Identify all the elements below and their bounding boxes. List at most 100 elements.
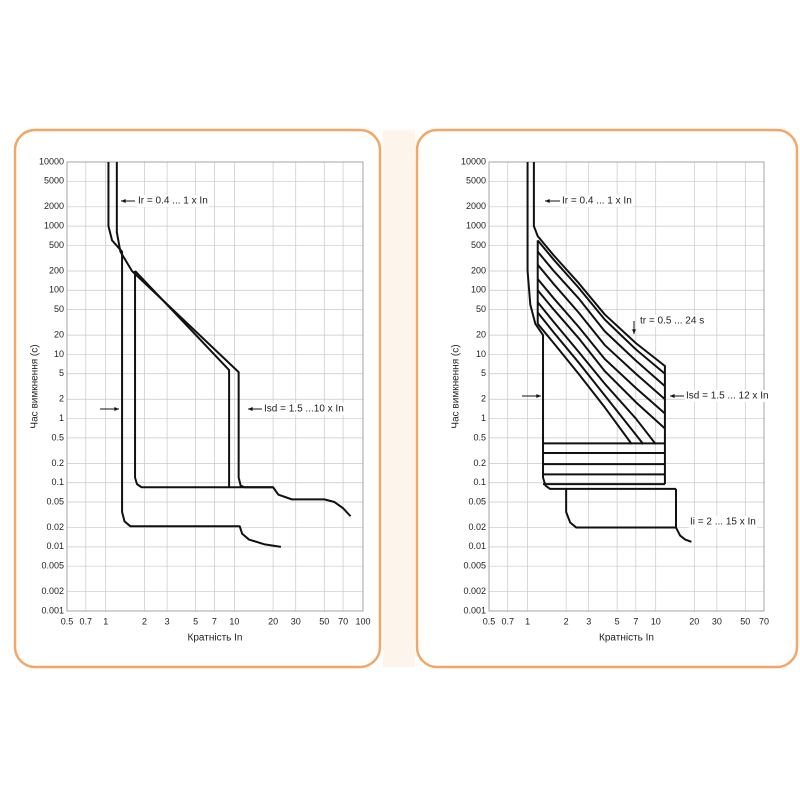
annotation-bg xyxy=(137,195,209,207)
y-axis-label: Час вимкнення (с) xyxy=(30,344,41,428)
x-tick-label: 100 xyxy=(355,616,370,626)
arrow-head xyxy=(248,407,253,411)
curve xyxy=(536,311,645,445)
curve xyxy=(536,264,666,401)
annotation: Ir = 0.4 ... 1 x In xyxy=(562,196,632,207)
y-tick-label: 1 xyxy=(481,413,486,423)
y-tick-label: 20 xyxy=(476,329,486,339)
x-tick-label: 0.5 xyxy=(483,616,496,626)
chart-panel: 0.001 0.002 0.005 0.01 0.02 0.05 0.1 0.2 0.5 1 2 5 1… xyxy=(13,128,382,669)
x-tick-label: 7 xyxy=(633,616,638,626)
arrow-head xyxy=(121,199,126,203)
y-tick-label: 5000 xyxy=(44,176,64,186)
y-tick-label: 0.5 xyxy=(51,432,64,442)
annotation-bg xyxy=(639,315,706,327)
curve xyxy=(536,278,666,415)
y-tick-label: 5000 xyxy=(466,176,486,186)
x-tick-label: 7 xyxy=(212,616,217,626)
curve xyxy=(536,323,633,445)
y-tick-label: 10000 xyxy=(39,156,64,166)
y-tick-label: 1 xyxy=(59,413,64,423)
x-tick-label: 0.7 xyxy=(80,616,93,626)
x-tick-label: 30 xyxy=(291,616,301,626)
y-tick-label: 2 xyxy=(481,394,486,404)
curve xyxy=(532,162,666,485)
y-tick-label: 10 xyxy=(54,349,64,359)
x-tick-label: 1 xyxy=(103,616,108,626)
annotation-bg xyxy=(561,195,633,207)
y-tick-label: 1000 xyxy=(44,221,64,231)
y-tick-label: 0.02 xyxy=(468,522,486,532)
y-tick-label: 1000 xyxy=(466,221,486,231)
x-tick-label: 3 xyxy=(165,616,170,626)
x-tick-label: 50 xyxy=(319,616,329,626)
x-tick-label: 50 xyxy=(740,616,750,626)
panel-frame xyxy=(13,128,382,669)
curve xyxy=(536,301,657,445)
y-tick-label: 0.02 xyxy=(46,522,64,532)
y-tick-label: 200 xyxy=(471,265,486,275)
y-tick-label: 2000 xyxy=(466,201,486,211)
chart-panel: 0.001 0.002 0.005 0.01 0.02 0.05 0.1 0.2 0.5 1 2 5 1… xyxy=(415,128,799,669)
curve xyxy=(565,488,677,529)
y-tick-label: 2000 xyxy=(44,201,64,211)
y-tick-label: 0.01 xyxy=(468,541,486,551)
y-tick-label: 0.1 xyxy=(473,477,486,487)
y-tick-label: 100 xyxy=(471,285,486,295)
y-tick-label: 0.05 xyxy=(46,496,64,506)
y-tick-label: 100 xyxy=(49,285,64,295)
x-axis-label: Кратність In xyxy=(188,633,243,644)
y-tick-label: 5 xyxy=(481,368,486,378)
curve xyxy=(107,162,282,548)
y-tick-label: 5 xyxy=(59,368,64,378)
x-tick-label: 0.7 xyxy=(501,616,514,626)
y-tick-label: 200 xyxy=(49,265,64,275)
x-tick-label: 3 xyxy=(586,616,591,626)
background-band xyxy=(383,130,415,667)
y-tick-label: 50 xyxy=(476,304,486,314)
y-tick-label: 0.5 xyxy=(473,432,486,442)
annotation: Ir = 0.4 ... 1 x In xyxy=(138,196,208,207)
annotation: Isd = 1.5 ... 12 x In xyxy=(686,391,769,402)
arrow-head xyxy=(545,199,550,203)
y-tick-label: 0.001 xyxy=(41,605,64,615)
y-tick-label: 0.001 xyxy=(463,605,486,615)
x-tick-label: 10 xyxy=(229,616,239,626)
plot-frame xyxy=(488,161,765,612)
arrow-head xyxy=(536,394,541,398)
arrow-head xyxy=(632,329,636,334)
annotation: Isd = 1.5 ...10 x In xyxy=(264,404,344,415)
x-tick-label: 70 xyxy=(759,616,769,626)
x-tick-label: 1 xyxy=(525,616,530,626)
x-tick-label: 0.5 xyxy=(61,616,74,626)
arrow-head xyxy=(670,394,675,398)
y-tick-label: 0.002 xyxy=(41,586,64,596)
x-tick-label: 5 xyxy=(193,616,198,626)
y-tick-label: 0.005 xyxy=(463,561,486,571)
y-tick-label: 500 xyxy=(471,240,486,250)
x-tick-label: 2 xyxy=(564,616,569,626)
y-tick-label: 10000 xyxy=(461,156,486,166)
curve xyxy=(536,251,666,387)
x-tick-label: 5 xyxy=(615,616,620,626)
annotation-bg xyxy=(685,390,770,402)
x-tick-label: 20 xyxy=(689,616,699,626)
y-tick-label: 0.1 xyxy=(51,477,64,487)
y-tick-label: 10 xyxy=(476,349,486,359)
y-tick-label: 500 xyxy=(49,240,64,250)
x-tick-label: 30 xyxy=(712,616,722,626)
arrow-head xyxy=(114,407,119,411)
y-tick-label: 0.05 xyxy=(468,496,486,506)
x-tick-label: 2 xyxy=(142,616,147,626)
curve xyxy=(536,289,666,430)
annotation-bg xyxy=(263,403,345,415)
curve xyxy=(536,239,666,375)
y-tick-label: 0.002 xyxy=(463,586,486,596)
curve xyxy=(134,270,274,489)
y-tick-label: 0.2 xyxy=(51,458,64,468)
y-tick-label: 0.2 xyxy=(473,458,486,468)
curve xyxy=(526,162,676,490)
y-tick-label: 50 xyxy=(54,304,64,314)
x-axis-label: Кратність In xyxy=(599,633,654,644)
